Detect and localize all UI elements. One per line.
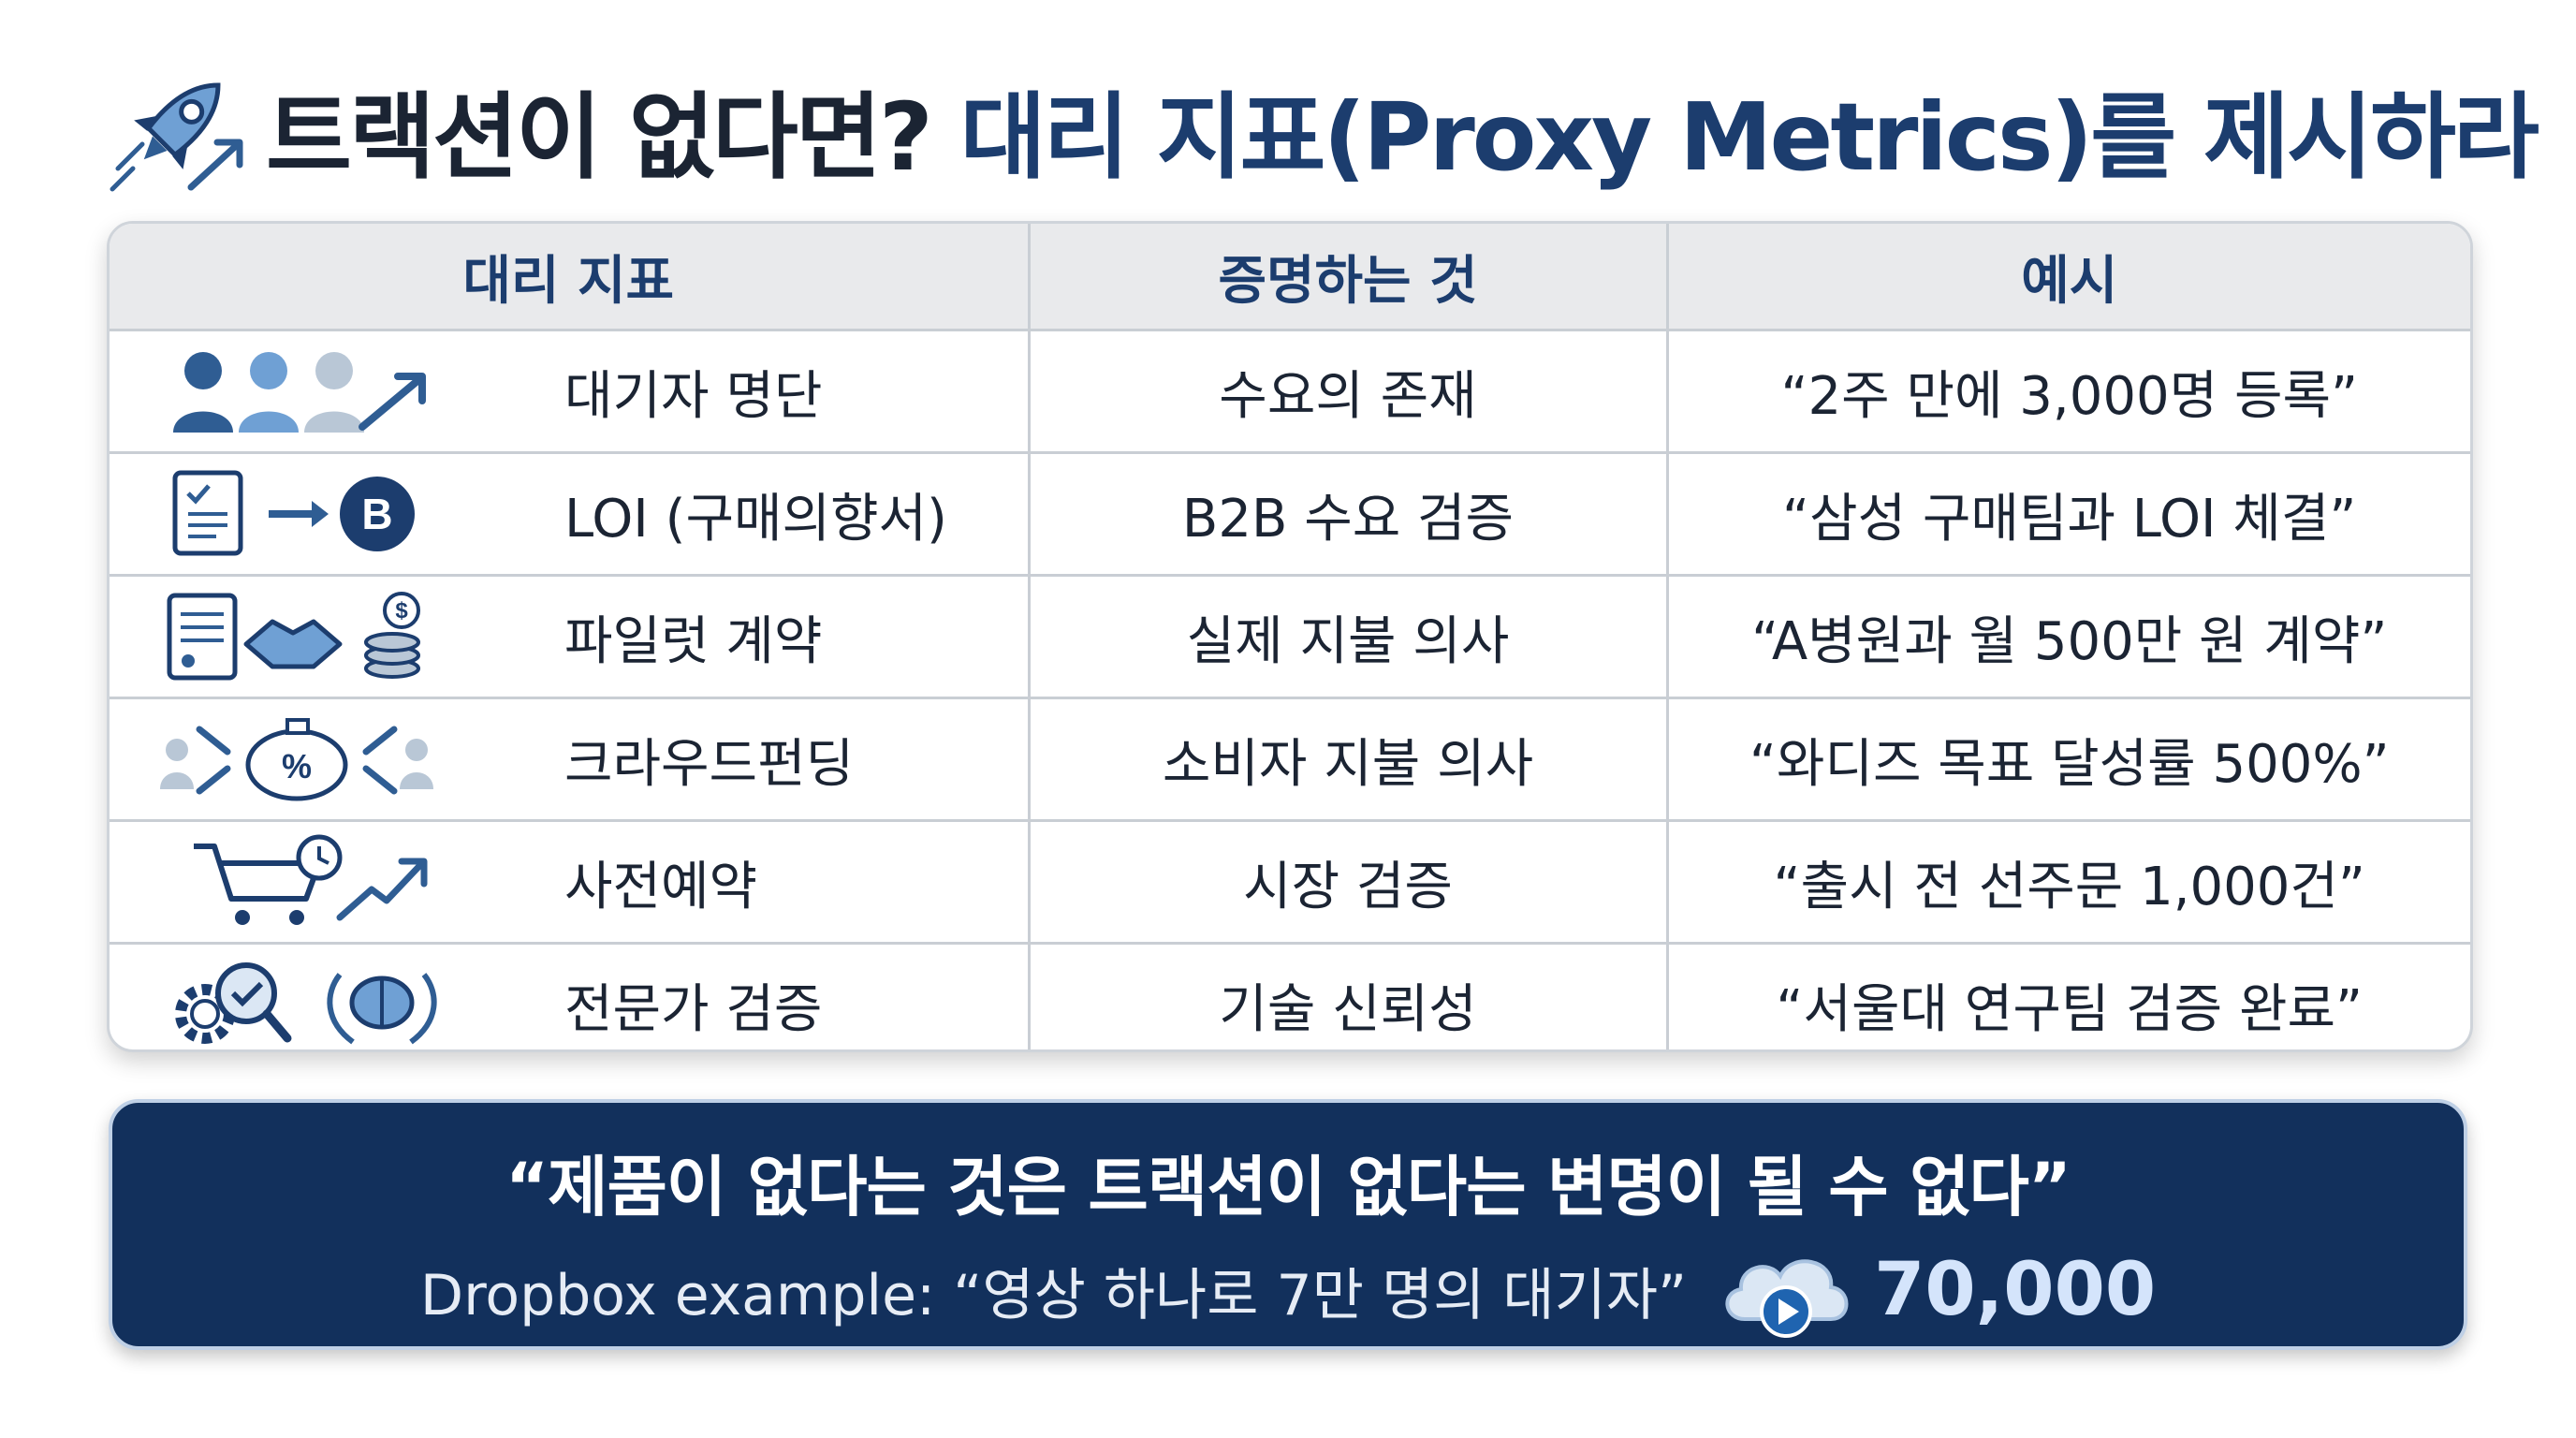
metric-label: 대기자 명단	[564, 365, 823, 427]
metric-cell: $ 파일럿 계약	[110, 574, 1029, 698]
banner-quote: “제품이 없다는 것은 트랙션이 없다는 변명이 될 수 없다”	[505, 1149, 2071, 1225]
title-part2: 대리 지표(Proxy Metrics)를 제시하라	[959, 81, 2539, 192]
example-cell: “출시 전 선주문 1,000건”	[1665, 819, 2470, 944]
table-row: B LOI (구매의향서) B2B 수요 검증 “삼성 구매팀과 LOI 체결”	[110, 451, 2470, 576]
dropbox-waitlist-number: 70,000	[1874, 1248, 2157, 1332]
quote-banner: “제품이 없다는 것은 트랙션이 없다는 변명이 될 수 없다” Dropbox…	[109, 1099, 2467, 1350]
proves-cell: 실제 지불 의사	[1027, 574, 1667, 698]
header-proxy-metric: 대리 지표	[110, 224, 1029, 331]
metric-cell: B LOI (구매의향서)	[110, 451, 1029, 576]
people-growth-icon	[173, 352, 426, 433]
proves-cell: 소비자 지불 의사	[1027, 697, 1667, 821]
metric-label: 사전예약	[564, 856, 758, 917]
example-cell: “삼성 구매팀과 LOI 체결”	[1665, 451, 2470, 576]
metric-label: 크라우드펀딩	[564, 733, 855, 795]
proxy-metrics-table: 대리 지표 증명하는 것 예시	[110, 224, 2470, 1049]
dropbox-example-row: Dropbox example: “영상 하나로 7만 명의 대기자” 70,0…	[112, 1243, 2464, 1338]
proves-cell: 수요의 존재	[1027, 330, 1667, 453]
example-cell: “서울대 연구팀 검증 완료”	[1665, 942, 2470, 1049]
table-row: $ 파일럿 계약 실제 지불 의사 “A병원과 월 500만 원 계약”	[110, 574, 2470, 698]
contract-handshake-coins-icon: $	[167, 592, 420, 681]
svg-text:%: %	[282, 747, 312, 785]
metric-cell: 대기자 명단	[110, 330, 1029, 453]
metric-cell: 전문가 검증	[110, 942, 1029, 1049]
svg-text:$: $	[395, 598, 408, 624]
table-row: 전문가 검증 기술 신뢰성 “서울대 연구팀 검증 완료”	[110, 942, 2470, 1049]
metric-label: 파일럿 계약	[564, 610, 823, 672]
example-cell: “A병원과 월 500만 원 계약”	[1665, 574, 2470, 698]
table-row: % 크라우드펀딩 소비자 지불 의사 “와디즈 목표 달성률 500%”	[110, 697, 2470, 821]
header-proves: 증명하는 것	[1027, 224, 1667, 331]
header-example: 예시	[1665, 224, 2470, 331]
example-cell: “와디즈 목표 달성률 500%”	[1665, 697, 2470, 821]
metric-cell: % 크라우드펀딩	[110, 697, 1029, 821]
page-title: 트랙션이 없다면? 대리 지표(Proxy Metrics)를 제시하라	[266, 61, 2539, 197]
table-row: 사전예약 시장 검증 “출시 전 선주문 1,000건”	[110, 819, 2470, 944]
title-part1: 트랙션이 없다면?	[266, 81, 933, 192]
gear-magnifier-brain-laurel-icon	[175, 962, 437, 1045]
title-bar: 트랙션이 없다면? 대리 지표(Proxy Metrics)를 제시하라	[105, 49, 2539, 208]
cloud-play-icon	[1725, 1259, 1849, 1338]
table-header-row: 대리 지표 증명하는 것 예시	[110, 224, 2470, 331]
metric-label: LOI (구매의향서)	[564, 488, 947, 550]
cart-clock-growth-icon	[194, 834, 428, 925]
proves-cell: B2B 수요 검증	[1027, 451, 1667, 576]
svg-text:B: B	[361, 490, 392, 538]
dropbox-example-text: Dropbox example: “영상 하나로 7만 명의 대기자”	[419, 1262, 1688, 1328]
proves-cell: 시장 검증	[1027, 819, 1667, 944]
document-to-b2b-icon: B	[172, 470, 415, 556]
metric-label: 전문가 검증	[564, 978, 823, 1040]
proves-cell: 기술 신뢰성	[1027, 942, 1667, 1049]
table-row: 대기자 명단 수요의 존재 “2주 만에 3,000명 등록”	[110, 330, 2470, 453]
metric-cell: 사전예약	[110, 819, 1029, 944]
crowd-piggybank-icon: %	[160, 718, 433, 801]
example-cell: “2주 만에 3,000명 등록”	[1665, 330, 2470, 453]
rocket-icon	[110, 82, 243, 192]
proxy-metrics-table-card: 대리 지표 증명하는 것 예시	[107, 221, 2473, 1052]
